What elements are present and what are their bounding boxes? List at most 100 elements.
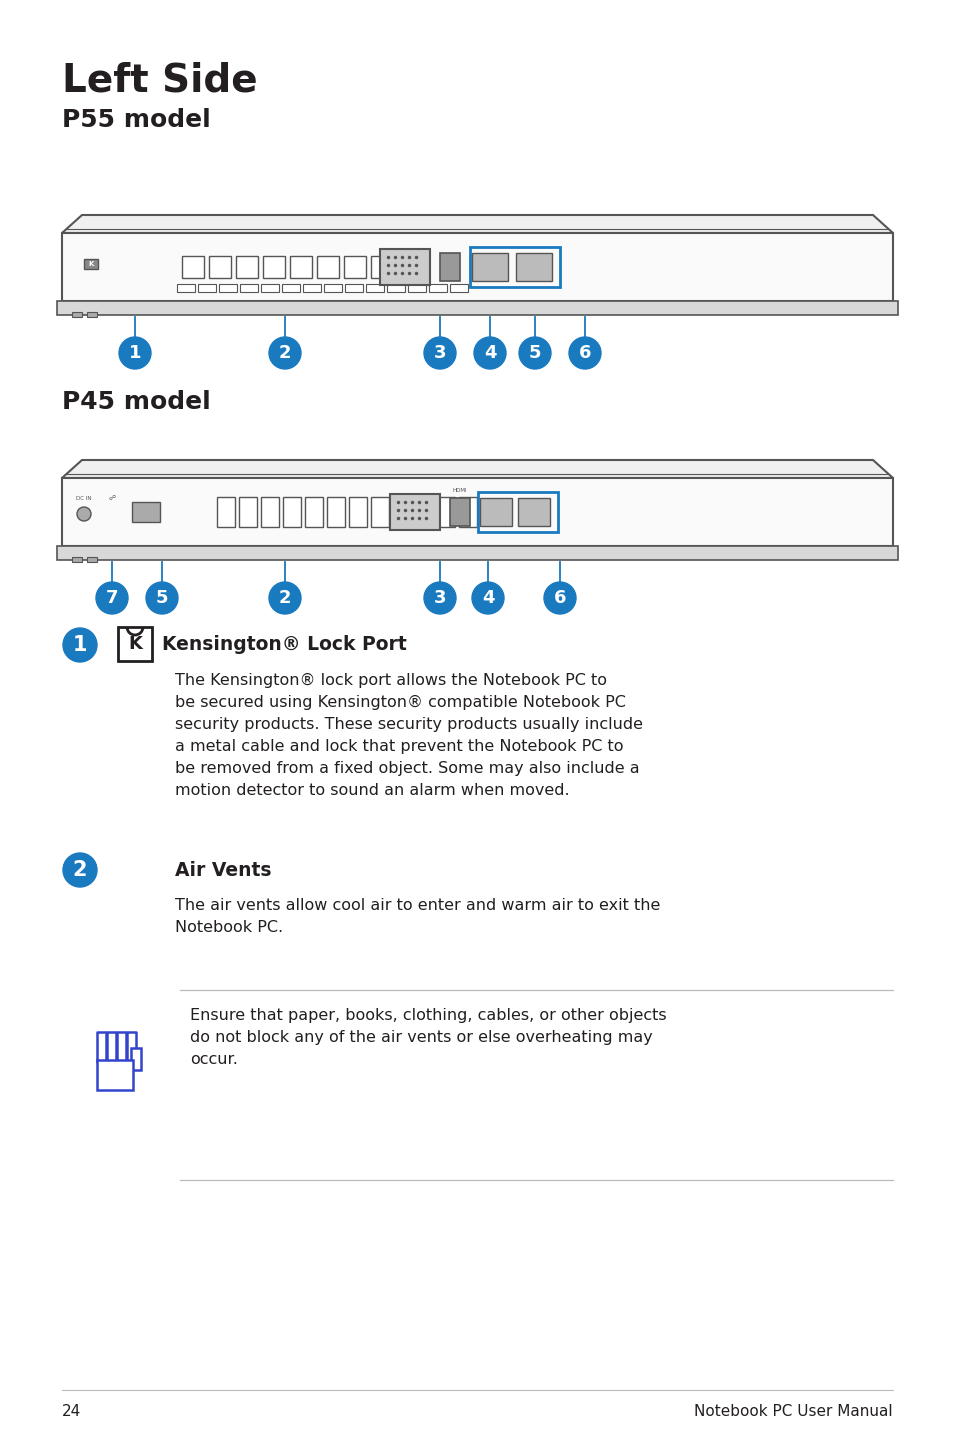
Bar (71, 312, 82, 316)
Bar (198, 283, 215, 292)
Bar (450, 283, 468, 292)
Text: be removed from a fixed object. Some may also include a: be removed from a fixed object. Some may… (174, 761, 639, 777)
Circle shape (568, 336, 600, 370)
Bar (87, 312, 97, 316)
Bar (517, 498, 550, 526)
Circle shape (119, 336, 151, 370)
Text: HDMI: HDMI (453, 487, 467, 493)
Bar (177, 283, 194, 292)
Text: P55 model: P55 model (62, 108, 211, 132)
Bar (408, 283, 426, 292)
Text: Kensington® Lock Port: Kensington® Lock Port (162, 636, 406, 654)
Bar (131, 1048, 141, 1070)
Text: 2: 2 (278, 344, 291, 362)
Bar (261, 498, 278, 526)
Text: 1: 1 (129, 344, 141, 362)
Bar (290, 256, 312, 278)
Circle shape (472, 582, 503, 614)
Text: 6: 6 (578, 344, 591, 362)
Bar (387, 283, 405, 292)
Circle shape (423, 582, 456, 614)
Circle shape (269, 336, 301, 370)
Bar (235, 256, 257, 278)
Circle shape (269, 582, 301, 614)
Circle shape (77, 508, 91, 521)
Text: Notebook PC.: Notebook PC. (174, 920, 283, 935)
Text: 3: 3 (434, 344, 446, 362)
Bar (345, 283, 363, 292)
Bar (450, 498, 470, 526)
Bar (344, 256, 366, 278)
Text: Ensure that paper, books, clothing, cables, or other objects: Ensure that paper, books, clothing, cabl… (190, 1008, 666, 1022)
Bar (219, 283, 236, 292)
Bar (283, 498, 301, 526)
Text: Notebook PC User Manual: Notebook PC User Manual (694, 1403, 892, 1419)
Text: 24: 24 (62, 1403, 81, 1419)
Bar (371, 498, 389, 526)
Text: a metal cable and lock that prevent the Notebook PC to: a metal cable and lock that prevent the … (174, 739, 623, 754)
Text: 2: 2 (72, 860, 87, 880)
Bar (261, 283, 278, 292)
Text: 1: 1 (72, 636, 87, 654)
Bar (209, 256, 231, 278)
Text: K: K (89, 262, 93, 267)
Bar (282, 283, 299, 292)
Circle shape (474, 336, 505, 370)
Bar (239, 498, 256, 526)
Bar (71, 557, 82, 562)
Circle shape (96, 582, 128, 614)
Text: The Kensington® lock port allows the Notebook PC to: The Kensington® lock port allows the Not… (174, 673, 606, 687)
Circle shape (518, 336, 551, 370)
Bar (390, 495, 439, 531)
Bar (516, 253, 552, 280)
Text: Left Side: Left Side (62, 62, 257, 101)
Bar (305, 498, 323, 526)
Text: DC IN: DC IN (76, 496, 91, 500)
Polygon shape (62, 460, 892, 477)
Text: be secured using Kensington® compatible Notebook PC: be secured using Kensington® compatible … (174, 695, 625, 710)
Circle shape (146, 582, 178, 614)
Circle shape (63, 853, 97, 887)
Bar (327, 498, 345, 526)
Text: 4: 4 (483, 344, 496, 362)
Circle shape (423, 336, 456, 370)
Bar (439, 253, 459, 280)
Text: security products. These security products usually include: security products. These security produc… (174, 718, 642, 732)
Text: K: K (128, 636, 142, 653)
Bar (240, 283, 257, 292)
Bar (84, 259, 98, 269)
Text: motion detector to sound an alarm when moved.: motion detector to sound an alarm when m… (174, 784, 569, 798)
Bar (263, 256, 285, 278)
Text: 4: 4 (481, 590, 494, 607)
Text: P45 model: P45 model (62, 390, 211, 414)
Text: 7: 7 (106, 590, 118, 607)
Text: The air vents allow cool air to enter and warm air to exit the: The air vents allow cool air to enter an… (174, 897, 659, 913)
Bar (127, 1032, 136, 1063)
Text: do not block any of the air vents or else overheating may: do not block any of the air vents or els… (190, 1030, 652, 1045)
Text: ☍: ☍ (109, 495, 115, 500)
Bar (379, 249, 430, 285)
Text: occur.: occur. (190, 1053, 237, 1067)
Bar (118, 627, 152, 661)
Polygon shape (62, 233, 892, 301)
Bar (182, 256, 204, 278)
Bar (366, 283, 384, 292)
Bar (393, 498, 411, 526)
Polygon shape (62, 216, 892, 233)
Polygon shape (57, 301, 897, 315)
Bar (132, 502, 160, 522)
Circle shape (63, 628, 97, 661)
Bar (97, 1060, 132, 1090)
Bar (349, 498, 367, 526)
Bar (107, 1032, 116, 1063)
Circle shape (543, 582, 576, 614)
Bar (472, 253, 507, 280)
Bar (87, 557, 97, 562)
Polygon shape (62, 477, 892, 546)
Text: 3: 3 (434, 590, 446, 607)
Polygon shape (57, 546, 897, 559)
Text: 2: 2 (278, 590, 291, 607)
Text: 5: 5 (528, 344, 540, 362)
Bar (303, 283, 320, 292)
Bar (415, 498, 433, 526)
